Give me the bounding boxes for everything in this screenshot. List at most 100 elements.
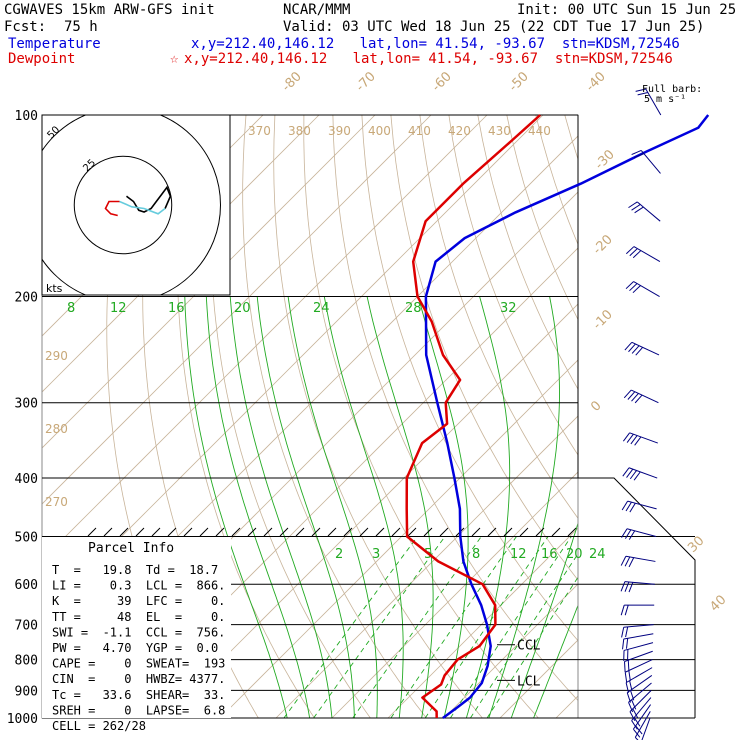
wind-barb	[620, 581, 655, 593]
moist-adiabat-line	[287, 296, 378, 719]
sounding-profiles	[405, 114, 710, 720]
wind-barb-flag	[624, 605, 629, 616]
dry-adiabat-line	[332, 115, 578, 702]
mixing-ratio-line	[352, 536, 482, 719]
wind-barb	[621, 528, 657, 540]
wind-barb-flag	[629, 502, 636, 513]
dry-adiabat-line	[564, 115, 578, 161]
wind-barb	[623, 642, 654, 661]
mixing-ratio-line	[390, 536, 517, 719]
hatch-mark	[247, 527, 257, 537]
mixing-ratio-tick-label: 2	[335, 547, 343, 562]
wind-barb-staff	[623, 624, 654, 628]
theta-tick-label: 370	[248, 124, 271, 138]
wind-barb-flag	[622, 467, 630, 477]
wind-barb-flag	[624, 581, 630, 592]
wind-barb-flag	[628, 702, 634, 713]
hodograph-trace-lower	[126, 185, 172, 213]
wind-barb-flag	[629, 470, 637, 480]
wind-barb-flag	[629, 248, 638, 257]
theta-tick-label: 420	[448, 124, 471, 138]
hodograph-ring-circle	[73, 155, 173, 255]
init-time: Init: 00 UTC Sun 15 Jun 25	[517, 2, 737, 18]
theta-tick-label: 270	[45, 495, 68, 509]
ccl-label: CCL	[517, 639, 541, 654]
wind-barb-flag	[635, 725, 643, 735]
wind-barb-staff	[625, 555, 656, 562]
wind-barb-flag	[634, 436, 642, 446]
wind-barb-staff	[629, 432, 658, 444]
isotherm-tick-label: -50	[506, 69, 532, 95]
dry-adiabat-line	[361, 115, 578, 642]
wind-barb-flag	[626, 692, 631, 703]
wind-barb-flag	[620, 605, 625, 616]
hatch-mark	[199, 527, 209, 537]
wind-barb-flag	[629, 680, 633, 691]
wind-barb-flag	[622, 432, 631, 442]
pressure-tick-label: 800	[15, 654, 38, 669]
wind-barb-flag	[622, 638, 625, 650]
isotherm-tick-label: -10	[590, 307, 616, 333]
isotherm-line	[219, 359, 578, 719]
wind-barb-flag	[628, 343, 636, 353]
wind-barb-staff	[634, 711, 651, 738]
wind-barb	[624, 341, 660, 356]
parcel-info-row: CELL = 262/28	[52, 719, 146, 733]
theta-tick-label: 380	[288, 124, 311, 138]
hatch-mark	[183, 527, 193, 537]
wind-barb-staff	[632, 704, 652, 730]
wind-barb-flag	[631, 345, 640, 354]
theta-tick-label: 290	[45, 349, 68, 363]
wind-barb	[641, 717, 651, 740]
pressure-tick-label: 900	[15, 684, 38, 699]
dewpoint-profile-line	[405, 114, 542, 719]
dewpoint-location: x,y=212.40,146.12 lat,lon= 41.54, -93.67…	[184, 51, 673, 67]
wind-barb-staff	[624, 650, 653, 662]
wind-barb-flag	[624, 672, 628, 683]
wind-barb-flag	[624, 661, 626, 672]
barb-region-boundary	[577, 115, 696, 718]
wind-barb-flag	[633, 717, 641, 727]
wind-barb-flag	[628, 670, 631, 681]
dry-adiabat-line	[242, 115, 427, 719]
wind-barb-flag	[626, 433, 634, 443]
org-label: NCAR/MMM	[283, 2, 351, 18]
dry-adiabat-line	[210, 115, 371, 719]
wind-barb-flag	[628, 530, 636, 540]
wind-barb-staff	[628, 682, 652, 703]
wind-barb	[622, 633, 654, 650]
hatch-mark	[279, 527, 289, 537]
pressure-tick-label: 400	[15, 472, 38, 487]
mixing-ratio-tick-label: 20	[234, 301, 251, 316]
wind-barb-staff	[624, 659, 653, 673]
hatch-mark	[407, 527, 417, 537]
hatch-mark	[551, 527, 561, 537]
hatch-mark	[375, 527, 385, 537]
wind-barb-flag	[634, 394, 643, 404]
hatch-mark	[567, 527, 577, 537]
dry-adiabat-line	[448, 115, 578, 456]
wind-barb-staff	[626, 528, 657, 537]
isotherm-line	[163, 303, 578, 719]
wind-barb-flag	[631, 699, 637, 710]
mixing-ratio-tick-label: 12	[510, 547, 527, 562]
pressure-tick-label: 300	[15, 397, 38, 412]
wind-barb-flag	[624, 529, 632, 539]
wind-barb-flag	[623, 389, 632, 399]
wind-barb-flag	[631, 720, 638, 730]
parcel-info-row: PW = 4.70 YGP = 0.0	[52, 641, 218, 655]
theta-tick-label: 280	[45, 422, 68, 436]
wind-barb-flag	[634, 737, 639, 740]
wind-barb	[621, 624, 654, 638]
wind-barb	[629, 690, 652, 722]
hatch-mark	[135, 527, 145, 537]
isotherm-tick-label: -70	[353, 69, 379, 95]
mixing-ratio-tick-label: 8	[472, 547, 480, 562]
wind-barb-flag	[631, 393, 639, 402]
wind-barb-flag	[632, 708, 639, 719]
wind-barb-flag	[635, 347, 644, 356]
wind-barb-flag	[631, 204, 641, 211]
forecast-label: Fcst:	[4, 19, 47, 35]
